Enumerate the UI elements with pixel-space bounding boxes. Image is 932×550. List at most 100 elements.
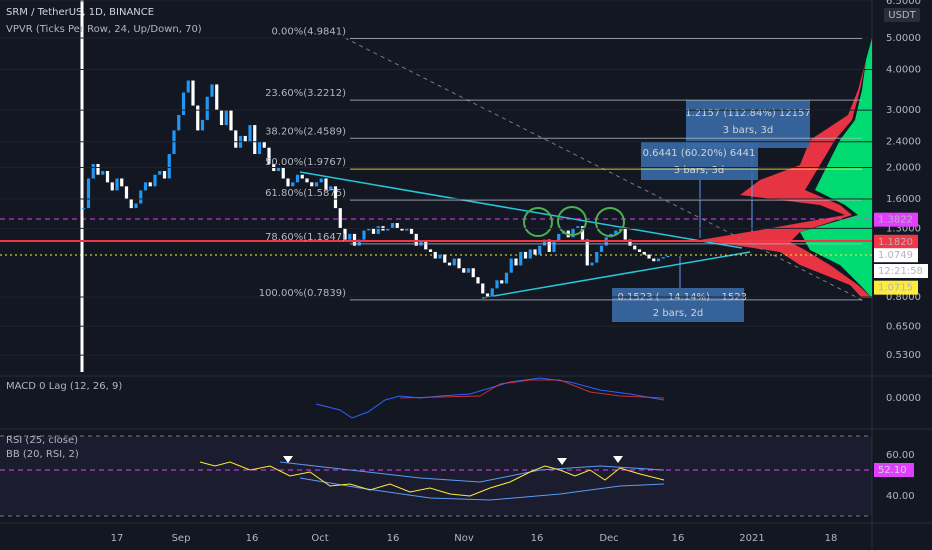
candle [120, 178, 124, 187]
candle [333, 186, 338, 209]
candle [409, 228, 414, 234]
candle [158, 171, 162, 175]
candle [191, 80, 195, 106]
candle [471, 268, 475, 278]
candle [186, 80, 190, 93]
candle [533, 249, 537, 255]
measure-bars: 3 bars, 3d [723, 125, 773, 136]
candle [105, 171, 110, 183]
candle [300, 174, 304, 179]
candle [476, 277, 480, 284]
fib-label: 100.00%(0.7839) [259, 288, 346, 299]
candle [338, 208, 342, 229]
macd-title: MACD 0 Lag (12, 26, 9) [6, 381, 122, 392]
candle [485, 293, 490, 297]
candle [348, 233, 352, 240]
y-tick-label: 2.4000 [886, 137, 921, 148]
price-label: 1.3822 [878, 215, 913, 226]
candle [538, 245, 542, 255]
candle [129, 199, 133, 209]
candle [262, 141, 266, 148]
candle [115, 178, 119, 191]
signal-line [399, 379, 665, 399]
candle [310, 182, 314, 187]
fib-label: 78.60%(1.1647) [265, 232, 346, 243]
candle [500, 280, 504, 284]
candle [433, 251, 437, 259]
candle [576, 226, 580, 229]
candle [504, 272, 509, 284]
measure-value: −0.1523 (−14.14%) −1523 [609, 292, 747, 303]
candle [376, 226, 380, 234]
candle [210, 84, 214, 97]
candle [628, 239, 632, 246]
candle [514, 258, 518, 266]
price-label: 1.1820 [878, 237, 913, 248]
candle [134, 203, 138, 209]
candle [367, 228, 371, 231]
candle [590, 262, 594, 266]
candle [405, 228, 409, 231]
candle [276, 167, 281, 172]
countdown-badge [874, 264, 928, 278]
candle [153, 174, 157, 187]
y-tick-label: 6.5000 [886, 0, 921, 7]
candle [633, 245, 637, 250]
x-tick-label: 18 [825, 533, 838, 544]
measure-box [686, 100, 810, 148]
candle [452, 258, 456, 266]
candle [580, 226, 585, 240]
macd-line [315, 377, 665, 419]
rsi-tick-label: 40.00 [886, 491, 915, 502]
candle [386, 228, 390, 231]
x-tick-label: 16 [531, 533, 544, 544]
candle [362, 230, 366, 240]
candle [314, 182, 319, 187]
candle [438, 254, 442, 259]
indicator-title: VPVR (Ticks Per Row, 24, Up/Down, 70) [6, 24, 202, 35]
bb-title: BB (20, RSI, 2) [6, 449, 79, 460]
y-tick-label: 5.0000 [886, 33, 921, 44]
price-label: 1.0749 [878, 250, 913, 261]
x-tick-label: Oct [311, 533, 328, 544]
candle [248, 125, 252, 142]
rsi-tick-label: 60.00 [886, 450, 915, 461]
triangle-upper [299, 171, 743, 249]
candle [661, 257, 665, 259]
rsi-band [0, 436, 872, 516]
candle [595, 251, 599, 263]
candle [257, 141, 262, 155]
measure-bars: 3 bars, 3d [674, 165, 724, 176]
candle [329, 186, 333, 191]
y-tick-label: 3.0000 [886, 105, 921, 116]
candle [205, 96, 209, 120]
candle [542, 239, 547, 246]
candle [324, 178, 328, 191]
candle [215, 84, 219, 111]
candle [177, 114, 181, 131]
candle [124, 186, 129, 200]
candle [400, 228, 404, 231]
candle [343, 228, 347, 240]
candle [253, 125, 257, 155]
candle [637, 249, 642, 252]
symbol-title: SRM / TetherUS, 1D, BINANCE [6, 7, 154, 18]
candle [447, 262, 452, 266]
candle [495, 280, 499, 289]
x-tick-label: Sep [172, 533, 191, 544]
candle [599, 245, 604, 252]
rsi-line [199, 461, 665, 497]
triangle-lower [481, 251, 751, 299]
markers [283, 456, 623, 465]
candle [652, 258, 656, 262]
countdown: 12:21:58 [878, 266, 923, 277]
candle [181, 92, 186, 115]
price-label: 1.0715 [878, 283, 913, 294]
candle [352, 233, 357, 246]
candle [219, 110, 224, 126]
rsi-current: 52.10 [878, 465, 907, 476]
candle [82, 208, 86, 210]
candle [319, 178, 323, 183]
